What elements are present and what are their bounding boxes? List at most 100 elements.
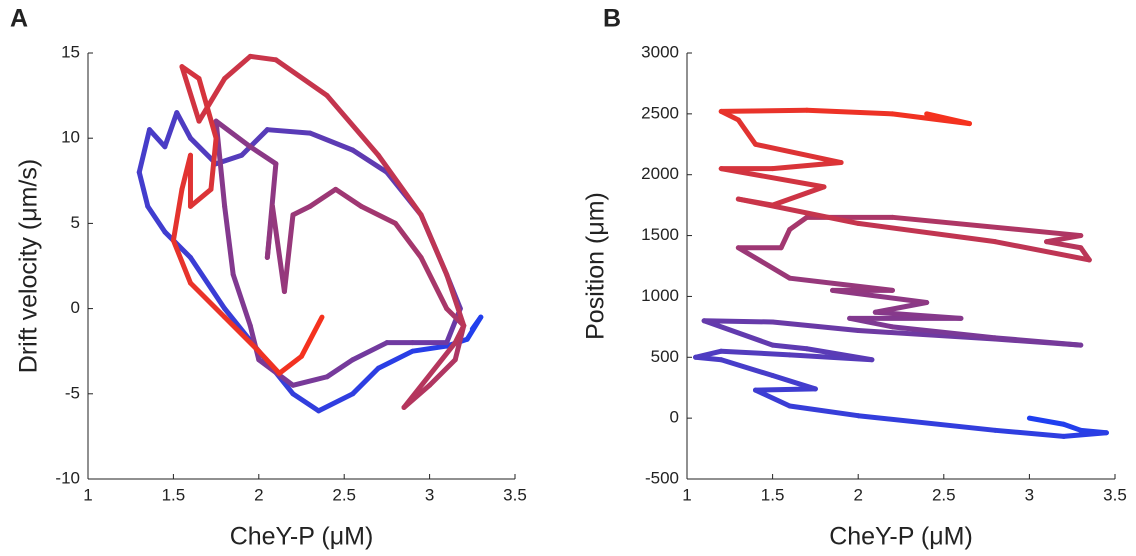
trajectory-segment (410, 343, 450, 354)
trajectory-segment (787, 403, 861, 419)
trajectory-segment (770, 319, 861, 334)
trajectory-segment (992, 335, 1084, 348)
trajectory-segment (307, 130, 356, 153)
trajectory-segment (718, 357, 776, 379)
trajectory-segment (179, 152, 193, 192)
trajectory-segment (889, 214, 1084, 239)
x-axis-label: CheY-P (μM) (829, 523, 973, 551)
trajectory-segment (146, 127, 168, 150)
x-tick-label: 2 (254, 485, 263, 504)
trajectory-segment (230, 272, 253, 329)
trajectory-segment (170, 237, 193, 286)
trajectory-segment (804, 107, 895, 117)
trajectory-segment (187, 254, 228, 312)
trajectory-segment (145, 203, 168, 235)
trajectory-segment (299, 314, 325, 359)
x-tick-label: 2.5 (332, 485, 356, 504)
trajectory-segment (770, 160, 844, 172)
trajectory-segment (770, 342, 810, 352)
trajectory-segment (187, 280, 228, 320)
y-tick-label: -500 (645, 468, 679, 487)
trajectory-segment (693, 348, 724, 360)
y-tick-label: -10 (55, 468, 80, 487)
trajectory-segment (196, 76, 228, 124)
trajectory-segment (324, 357, 356, 380)
y-axis-label: Drift velocity (μm/s) (15, 159, 43, 373)
trajectory-segment (855, 413, 998, 433)
y-tick-label: 0 (71, 298, 80, 317)
trajectory-segment (924, 111, 972, 127)
trajectory-segment (170, 186, 185, 243)
trajectory-segment (418, 212, 450, 278)
trajectory-segment (392, 220, 424, 260)
trajectory-segment (316, 391, 356, 414)
trajectory-segment (464, 314, 484, 342)
trajectory-segment (213, 118, 253, 150)
trajectory-segment (1026, 415, 1067, 427)
trajectory-segment (222, 314, 262, 354)
trajectory-segment (179, 64, 202, 82)
trajectory-segment (1044, 239, 1084, 251)
trajectory-segment (718, 107, 810, 114)
trajectory-segment (256, 348, 282, 376)
x-tick-label: 1.5 (761, 485, 785, 504)
trajectory-segment (752, 141, 844, 166)
x-tick-label: 3 (1025, 485, 1034, 504)
trajectory-segment (273, 57, 330, 99)
trajectory-segment (239, 127, 270, 158)
trajectory-segment (179, 64, 202, 124)
trajectory-segment (187, 186, 214, 209)
trajectory-segment (350, 147, 390, 175)
trajectory-segment (701, 318, 776, 348)
x-tick-label: 2.5 (932, 485, 956, 504)
trajectory-segment (735, 196, 776, 208)
x-axis-label: CheY-P (μM) (230, 523, 374, 551)
trajectory-segment (136, 169, 151, 209)
trajectory-segment (162, 110, 180, 150)
y-tick-label: 10 (61, 128, 80, 147)
trajectory-segment (735, 117, 758, 147)
y-tick-label: 5 (71, 213, 80, 232)
trajectory-segment (855, 220, 998, 245)
trajectory-segment (350, 340, 390, 363)
trajectory-segment (787, 214, 810, 232)
trajectory-segment (770, 184, 827, 208)
trajectory-segment (269, 203, 287, 295)
trajectory-segment (787, 275, 895, 293)
x-tick-label: 1 (682, 485, 691, 504)
trajectory-segment (401, 340, 458, 410)
trajectory-segment (208, 135, 219, 192)
trajectory-segment (264, 127, 313, 136)
trajectory-segment (735, 245, 793, 281)
trajectory-segment (333, 186, 364, 209)
trajectory-segment (281, 212, 296, 295)
trajectory-segment (375, 348, 416, 371)
trajectory-segment (752, 387, 793, 409)
trajectory-segment (174, 110, 193, 141)
trajectory-segment (427, 357, 458, 388)
trajectory-segment (375, 152, 424, 218)
trajectory-segment (992, 427, 1067, 439)
trajectory-segment (324, 93, 381, 158)
y-tick-label: 1000 (641, 286, 679, 305)
trajectory-segment (418, 254, 450, 312)
trajectory-segment (889, 324, 998, 341)
y-tick-label: 15 (61, 42, 80, 61)
trajectory-segment (778, 226, 793, 251)
trajectory-segment (752, 386, 818, 393)
trajectory-segment (718, 166, 827, 190)
trajectory-segment (307, 186, 339, 209)
trajectory-segment (718, 348, 793, 358)
y-tick-label: 0 (670, 408, 679, 427)
trajectory-segment (804, 346, 875, 363)
x-tick-label: 3.5 (1103, 485, 1127, 504)
trajectory-segment (290, 203, 313, 218)
trajectory-segment (444, 272, 467, 329)
y-tick-label: 1500 (641, 225, 679, 244)
y-tick-label: -5 (65, 383, 80, 402)
trajectory-segment (1061, 421, 1084, 433)
trajectory-segment (247, 53, 279, 63)
trajectory-segment (452, 323, 467, 346)
x-tick-label: 1 (83, 485, 92, 504)
